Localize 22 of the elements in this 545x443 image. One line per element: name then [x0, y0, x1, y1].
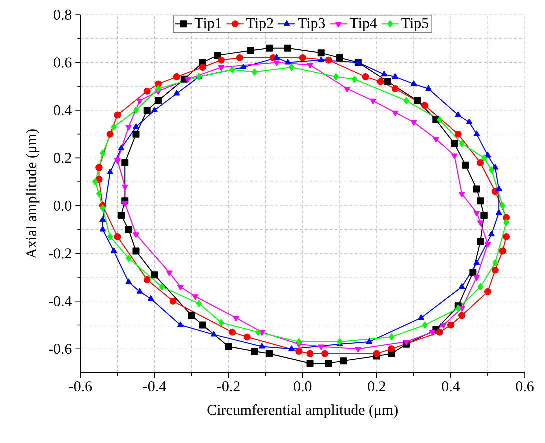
y-tick-label: -0.2 — [49, 248, 72, 259]
legend-label: Tip4 — [350, 18, 378, 32]
y-tick-label: -0.4 — [49, 296, 72, 306]
legend-label: Tip3 — [298, 18, 326, 32]
y-tick-label: 0.0 — [54, 200, 72, 212]
x-tick-label: 0.6 — [516, 382, 534, 392]
legend-label: Tip5 — [402, 18, 429, 32]
x-tick-label: -0.4 — [143, 382, 166, 392]
y-tick-label: -0.6 — [49, 344, 72, 354]
x-tick-label: -0.6 — [69, 382, 92, 392]
legend-label: Tip1 — [194, 18, 222, 32]
legend-label: Tip2 — [246, 18, 274, 32]
y-tick-label: 0.6 — [54, 58, 72, 68]
y-tick-label: 0.8 — [54, 10, 72, 20]
x-tick-label: 0.4 — [442, 382, 460, 392]
x-tick-label: -0.2 — [218, 382, 240, 392]
y-tick-label: 0.4 — [54, 105, 72, 116]
x-tick-label: 0.2 — [368, 382, 386, 392]
y-axis-title: Axial amplitude (μm) — [26, 130, 40, 259]
x-tick-label: 0.0 — [294, 382, 312, 392]
y-tick-label: 0.2 — [54, 153, 72, 164]
x-axis-title: Circumferential amplitude (μm) — [208, 404, 398, 418]
